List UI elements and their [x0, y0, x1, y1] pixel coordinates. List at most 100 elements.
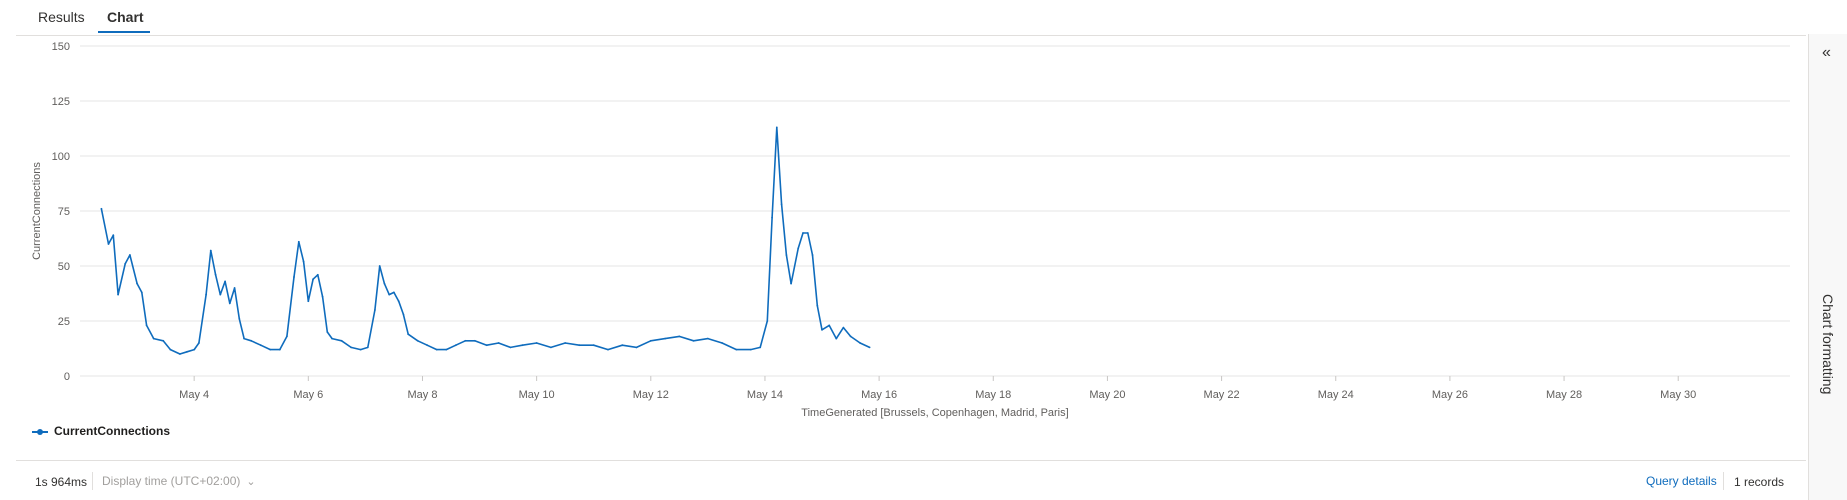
x-tick-label: May 30: [1660, 389, 1696, 401]
chart-formatting-panel[interactable]: « Chart formatting: [1808, 34, 1847, 500]
chevron-down-icon: ⌄: [246, 476, 256, 488]
data-point: [293, 276, 295, 278]
data-point: [435, 348, 438, 351]
x-tick-label: May 20: [1089, 389, 1125, 401]
data-point: [205, 293, 208, 296]
data-point: [464, 339, 467, 342]
data-point: [766, 320, 769, 322]
data-point: [312, 278, 314, 281]
footer-divider: [16, 460, 1806, 461]
data-point: [771, 216, 773, 219]
data-point: [621, 344, 624, 347]
x-tick-label: May 18: [975, 389, 1011, 401]
data-point: [228, 302, 231, 305]
data-point: [816, 304, 819, 307]
x-axis-title: TimeGenerated [Brussels, Copenhagen, Mad…: [801, 407, 1068, 419]
data-point: [649, 339, 652, 342]
data-point: [635, 346, 638, 349]
data-point: [224, 280, 227, 283]
data-point: [775, 126, 778, 129]
data-point: [374, 309, 376, 311]
data-point: [193, 348, 196, 351]
data-point: [842, 326, 845, 329]
data-point: [169, 348, 172, 351]
data-point: [607, 348, 609, 351]
data-point: [286, 335, 288, 338]
data-point: [407, 333, 410, 336]
data-point: [124, 262, 127, 265]
x-tick-label: May 16: [861, 389, 897, 401]
data-point: [692, 339, 695, 342]
display-time-dropdown[interactable]: Display time (UTC+02:00) ⌄: [102, 474, 256, 488]
data-point: [707, 337, 709, 340]
data-point: [219, 293, 222, 296]
data-point: [107, 243, 110, 245]
data-point: [243, 337, 246, 340]
data-point: [383, 282, 386, 285]
data-point: [140, 291, 143, 294]
data-point: [388, 293, 391, 296]
data-point: [117, 293, 119, 296]
data-point: [198, 342, 200, 344]
x-tick-label: May 14: [747, 389, 783, 401]
data-point: [749, 348, 752, 351]
data-point: [678, 335, 681, 338]
y-tick-label: 0: [64, 371, 70, 383]
data-point: [233, 287, 236, 289]
x-tick-label: May 28: [1546, 389, 1582, 401]
data-point: [828, 324, 831, 327]
y-tick-label: 50: [58, 261, 70, 273]
query-details-link[interactable]: Query details: [1646, 474, 1717, 488]
x-tick-label: May 24: [1318, 389, 1354, 401]
data-point: [509, 346, 512, 349]
tab-results[interactable]: Results: [38, 9, 85, 25]
y-tick-label: 150: [52, 41, 70, 53]
data-point: [186, 350, 188, 353]
result-tabs: Results Chart: [0, 0, 1847, 34]
x-tick-label: May 6: [293, 389, 323, 401]
data-point: [359, 348, 362, 351]
record-count: 1 records: [1734, 475, 1785, 489]
data-point: [278, 348, 281, 351]
data-point: [393, 291, 395, 294]
data-point: [426, 344, 429, 347]
x-tick-label: May 8: [407, 389, 437, 401]
data-point: [350, 346, 352, 349]
data-point: [797, 247, 800, 250]
tab-chart[interactable]: Chart: [107, 9, 144, 25]
data-point: [535, 342, 538, 344]
data-point: [473, 339, 476, 342]
data-point: [326, 331, 329, 333]
data-point: [129, 254, 131, 256]
y-tick-label: 100: [52, 151, 70, 163]
chart-formatting-label[interactable]: Chart formatting: [1820, 294, 1836, 395]
data-point: [806, 232, 809, 234]
data-point: [269, 348, 272, 351]
data-point: [785, 254, 788, 256]
y-tick-label: 25: [58, 316, 70, 328]
data-point: [238, 317, 241, 320]
data-point: [152, 337, 155, 340]
series-line-currentconnections: [100, 126, 870, 355]
double-chevron-left-icon[interactable]: «: [1822, 44, 1831, 61]
y-tick-label: 125: [52, 96, 70, 108]
data-point: [378, 265, 381, 267]
data-point: [112, 234, 115, 237]
data-point: [735, 348, 738, 351]
active-tab-indicator: [98, 31, 150, 33]
data-point: [297, 240, 300, 243]
data-point: [550, 346, 552, 349]
data-point: [136, 282, 139, 285]
data-point: [416, 339, 419, 342]
line-chart: 0 25 50 75 100 125 150 May 4 May 6 May 8 May 10 May…: [31, 41, 1790, 419]
data-point: [790, 282, 792, 285]
data-point: [179, 353, 181, 355]
data-point: [859, 342, 861, 344]
data-point: [162, 339, 165, 342]
query-duration: 1s 964ms: [35, 475, 88, 489]
data-point: [454, 344, 457, 347]
data-point: [366, 346, 369, 349]
x-tick-label: May 26: [1432, 389, 1468, 401]
x-tick-label: May 10: [519, 389, 555, 401]
data-point: [578, 344, 581, 347]
